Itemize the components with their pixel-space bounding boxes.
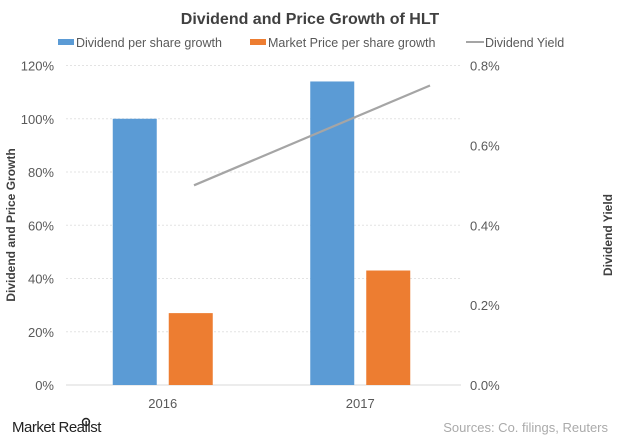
bar-market-price-per-share-growth-2017 (366, 270, 411, 385)
y2-tick-label: 0.8% (470, 59, 500, 74)
y-axis-left: 0% 20% 40% 60% 80% 100% 120% (21, 59, 55, 394)
legend-swatch (58, 39, 74, 45)
legend-item: Dividend Yield (466, 36, 564, 50)
magnifier-icon (81, 417, 91, 427)
y-tick-label: 60% (28, 218, 54, 233)
legend-swatch (250, 39, 266, 45)
bar-market-price-per-share-growth-2016 (168, 313, 213, 385)
y-tick-label: 20% (28, 325, 54, 340)
legend-label: Dividend per share growth (76, 36, 222, 50)
y-axis-label: Dividend and Price Growth (4, 148, 18, 301)
bar-dividend-per-share-growth-2016 (112, 118, 157, 385)
y-tick-label: 100% (21, 112, 55, 127)
logo-text: Market Realist (12, 419, 102, 436)
x-axis: 2016 2017 (148, 396, 374, 411)
chart-title: Dividend and Price Growth of HLT (181, 11, 440, 28)
legend-label: Market Price per share growth (268, 36, 435, 50)
y-tick-label: 80% (28, 165, 54, 180)
line-dividend-yield (193, 84, 431, 187)
x-tick-label: 2016 (148, 396, 177, 411)
x-tick-label: 2017 (346, 396, 375, 411)
legend-label: Dividend Yield (485, 36, 564, 50)
y2-axis-label: Dividend Yield (601, 194, 615, 276)
y2-tick-label: 0.0% (470, 378, 500, 393)
legend: Dividend per share growth Market Price pe… (58, 36, 564, 50)
bars (112, 81, 411, 385)
y-tick-label: 40% (28, 272, 54, 287)
legend-item: Dividend per share growth (58, 36, 222, 50)
y2-tick-label: 0.6% (470, 138, 500, 153)
y2-tick-label: 0.2% (470, 298, 500, 313)
dividend-yield-line (193, 84, 431, 187)
legend-item: Market Price per share growth (250, 36, 435, 50)
y2-tick-label: 0.4% (470, 218, 500, 233)
y-axis-right: 0.0% 0.2% 0.4% 0.6% 0.8% (470, 59, 500, 394)
market-realist-logo: Market Realist (12, 417, 103, 436)
y-tick-label: 120% (21, 59, 55, 74)
y-tick-label: 0% (35, 378, 54, 393)
source-note: Sources: Co. filings, Reuters (443, 420, 608, 435)
